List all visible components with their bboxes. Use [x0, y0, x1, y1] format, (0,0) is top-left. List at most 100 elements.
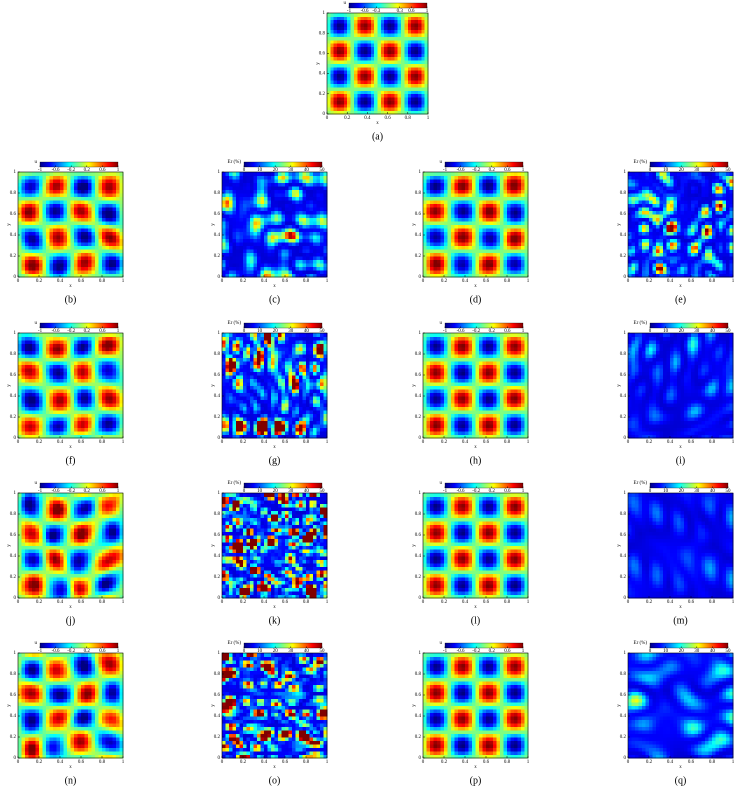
heatmap-cell — [222, 256, 226, 260]
heatmap-cell — [253, 252, 258, 257]
heatmap-cell — [680, 270, 685, 274]
heatmap-cell — [380, 36, 385, 41]
heatmap-cell — [694, 266, 699, 271]
heatmap-cell — [250, 238, 254, 243]
heatmap-cell — [323, 235, 328, 239]
heatmap-cell — [510, 231, 515, 236]
heatmap-cell — [715, 224, 720, 229]
heatmap-cell — [387, 26, 392, 31]
heatmap-cell — [353, 16, 358, 21]
heatmap-cell — [670, 224, 674, 229]
heatmap-cell — [320, 186, 324, 190]
heatmap-cell — [246, 252, 251, 257]
heatmap-cell — [424, 29, 429, 34]
heatmap-cell — [726, 224, 730, 229]
heatmap-cell — [236, 172, 240, 176]
heatmap-cell — [458, 242, 462, 246]
heatmap-cell — [666, 224, 671, 229]
heatmap-cell — [232, 179, 237, 183]
heatmap-cell — [390, 29, 395, 34]
heatmap-cell — [433, 235, 438, 239]
heatmap-cell — [645, 238, 650, 243]
heatmap-cell — [482, 245, 487, 250]
heatmap-cell — [264, 273, 268, 278]
heatmap-cell — [253, 210, 258, 215]
heatmap-cell — [507, 263, 511, 267]
heatmap-cell — [482, 273, 487, 278]
heatmap-cell — [225, 231, 230, 236]
heatmap-cell — [225, 221, 230, 225]
heatmap-cell — [423, 256, 427, 260]
heatmap-cell — [302, 193, 307, 197]
heatmap-cell — [479, 238, 483, 243]
heatmap-cell — [712, 172, 716, 176]
heatmap-cell — [635, 175, 639, 180]
heatmap-cell — [397, 107, 402, 112]
heatmap-cell — [46, 186, 50, 190]
heatmap-cell — [84, 210, 89, 215]
heatmap-cell — [666, 196, 671, 201]
heatmap-cell — [475, 203, 480, 208]
heatmap-cell — [496, 242, 501, 246]
heatmap-cell — [417, 26, 422, 31]
heatmap-cell — [39, 399, 43, 404]
heatmap-cell — [49, 256, 54, 260]
heatmap-cell — [503, 245, 508, 250]
heatmap-cell — [364, 60, 368, 64]
heatmap-cell — [656, 256, 660, 260]
heatmap-cell — [316, 210, 321, 215]
heatmap-cell — [102, 249, 106, 253]
heatmap-cell — [507, 203, 511, 208]
heatmap-cell — [347, 46, 351, 51]
heatmap-cell — [411, 66, 415, 71]
heatmap-cell — [109, 189, 113, 194]
heatmap-cell — [514, 172, 518, 176]
heatmap-cell — [95, 242, 99, 246]
heatmap-cell — [472, 221, 476, 225]
heatmap-cell — [472, 196, 476, 201]
heatmap-cell — [726, 214, 730, 218]
heatmap-cell — [631, 256, 636, 260]
heatmap-cell — [63, 249, 68, 253]
heatmap-cell — [25, 420, 29, 425]
heatmap-cell — [698, 175, 702, 180]
heatmap-cell — [281, 270, 286, 274]
heatmap-cell — [340, 70, 345, 74]
heatmap-cell — [496, 214, 501, 218]
heatmap-cell — [229, 242, 233, 246]
heatmap-cell — [401, 60, 405, 64]
heatmap-cell — [687, 172, 692, 176]
heatmap-cell — [39, 252, 43, 257]
heatmap-cell — [514, 193, 518, 197]
heatmap-cell — [423, 193, 427, 197]
heatmap-cell — [663, 238, 667, 243]
heatmap-cell — [631, 245, 636, 250]
heatmap-cell — [353, 97, 358, 101]
heatmap-cell — [246, 175, 251, 180]
heatmap-cell — [74, 245, 78, 250]
heatmap-cell — [440, 172, 445, 176]
heatmap-cell — [60, 214, 64, 218]
heatmap-cell — [677, 256, 681, 260]
heatmap-cell — [656, 245, 660, 250]
heatmap-cell — [642, 266, 646, 271]
heatmap-cell — [628, 256, 632, 260]
heatmap-cell — [673, 238, 678, 243]
heatmap-cell — [350, 100, 355, 105]
heatmap-cell — [705, 249, 709, 253]
heatmap-cell — [313, 263, 317, 267]
heatmap-cell — [316, 245, 321, 250]
heatmap-cell — [390, 103, 395, 108]
heatmap-cell — [67, 224, 71, 229]
heatmap-cell — [42, 378, 47, 383]
heatmap-cell — [357, 73, 362, 78]
heatmap-cell — [257, 210, 261, 215]
colorbar-tick-label: 20 — [679, 168, 685, 173]
heatmap-cell — [116, 179, 120, 183]
heatmap-cell — [649, 217, 653, 222]
heatmap-cell — [451, 245, 455, 250]
heatmap-cell — [417, 73, 422, 78]
heatmap-cell — [119, 182, 124, 187]
heatmap-cell — [91, 224, 96, 229]
heatmap-cell — [350, 33, 355, 37]
